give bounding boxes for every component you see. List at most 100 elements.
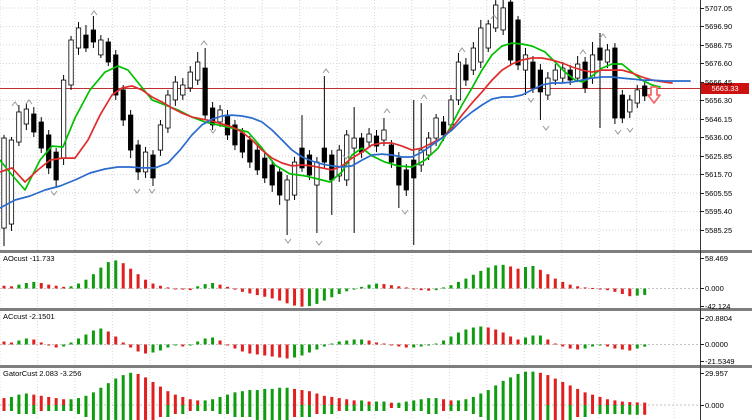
histogram-bar	[449, 285, 453, 289]
histogram-bar	[226, 394, 229, 405]
fractal-up-icon	[25, 99, 33, 105]
histogram-bar	[501, 405, 505, 420]
axis-label: 5595.40	[705, 207, 733, 216]
histogram-bar	[456, 400, 460, 405]
histogram-bar	[591, 287, 595, 289]
histogram-bar	[486, 390, 490, 405]
candle-bear	[321, 147, 327, 163]
histogram-bar	[643, 405, 647, 415]
histogram-bar	[99, 387, 103, 405]
histogram-bar	[464, 278, 468, 289]
histogram-bar	[218, 340, 222, 345]
histogram-bar	[479, 270, 483, 289]
histogram-bar	[211, 405, 215, 411]
histogram-bar	[99, 405, 103, 420]
candle-bull	[172, 81, 178, 101]
histogram-bar	[494, 265, 498, 289]
histogram-bar	[553, 278, 557, 289]
histogram-bar	[173, 344, 177, 346]
histogram-bar	[203, 284, 207, 289]
histogram-bar	[129, 405, 133, 420]
histogram-bar	[293, 388, 297, 405]
panel-separator[interactable]	[0, 308, 752, 311]
histogram-bar	[524, 337, 527, 345]
histogram-bar	[255, 344, 259, 355]
candle-bear	[53, 151, 59, 181]
histogram-bar	[270, 388, 274, 405]
histogram-bar	[613, 400, 617, 405]
histogram-bar	[367, 284, 371, 289]
histogram-bar	[158, 405, 162, 417]
axis-tick	[700, 155, 704, 157]
candle-bull	[381, 129, 387, 141]
histogram-bar	[151, 382, 155, 405]
histogram-bar	[442, 399, 446, 405]
axis-label: -42.124	[705, 301, 731, 311]
histogram-bar	[389, 285, 393, 289]
candle-bear	[254, 149, 260, 171]
histogram-bar	[553, 378, 557, 405]
histogram-bar	[196, 400, 200, 405]
indicator-label-gatorcust: GatorCust 2.083 -3.256	[3, 369, 82, 378]
histogram-bar	[613, 405, 617, 414]
candle-bull	[23, 108, 29, 125]
histogram-bar	[367, 401, 371, 405]
histogram-bar	[352, 400, 356, 405]
histogram-bar	[605, 288, 609, 291]
histogram-bar	[404, 344, 408, 348]
histogram-bar	[54, 285, 58, 289]
histogram-bar	[375, 405, 378, 411]
candle-bear	[209, 107, 216, 126]
histogram-bar	[32, 405, 36, 414]
histogram-bar	[613, 288, 617, 292]
histogram-bar	[568, 385, 572, 405]
panel-separator[interactable]	[0, 365, 752, 368]
histogram-bar	[352, 339, 356, 345]
axis-tick	[700, 288, 704, 289]
histogram-bar	[337, 405, 341, 411]
histogram-bar	[226, 286, 229, 289]
histogram-bar	[531, 405, 535, 420]
candle-bear	[530, 61, 536, 89]
axis-tick	[700, 63, 704, 64]
axis-tick	[700, 137, 704, 138]
histogram-bar	[121, 405, 125, 420]
histogram-bar	[486, 405, 490, 420]
histogram-bar	[427, 288, 431, 291]
histogram-bar	[605, 399, 609, 405]
histogram-bar	[240, 344, 244, 352]
fractal-down-icon	[626, 127, 634, 133]
axis-label: 20.8804	[705, 313, 733, 323]
candle-bull	[142, 151, 149, 173]
candle-bull	[75, 27, 82, 49]
axis-label: 0.000	[705, 400, 724, 410]
histogram-bar	[248, 390, 252, 405]
histogram-bar	[494, 405, 498, 420]
histogram-bar	[546, 339, 550, 345]
histogram-bar	[330, 396, 334, 405]
histogram-bar	[285, 344, 289, 359]
histogram-bar	[121, 342, 125, 345]
histogram-bar	[613, 344, 617, 349]
panel-separator[interactable]	[0, 250, 752, 253]
histogram-bar	[352, 288, 356, 290]
candle-bull	[68, 39, 74, 86]
candle-bull	[8, 139, 15, 225]
histogram-bar	[591, 394, 595, 405]
histogram-bar	[546, 375, 550, 405]
histogram-bar	[434, 405, 438, 414]
histogram-bar	[91, 405, 95, 420]
histogram-bar	[144, 279, 148, 289]
histogram-bar	[628, 402, 632, 405]
histogram-bar	[576, 388, 580, 405]
histogram-bar	[568, 405, 572, 420]
histogram-bar	[583, 405, 587, 417]
histogram-bar	[553, 343, 557, 345]
histogram-bar	[158, 386, 162, 405]
histogram-bar	[77, 338, 80, 345]
histogram-bar	[248, 288, 252, 294]
axis-label: 5625.85	[705, 151, 733, 161]
histogram-bar	[17, 394, 21, 405]
histogram-bar	[643, 344, 647, 347]
